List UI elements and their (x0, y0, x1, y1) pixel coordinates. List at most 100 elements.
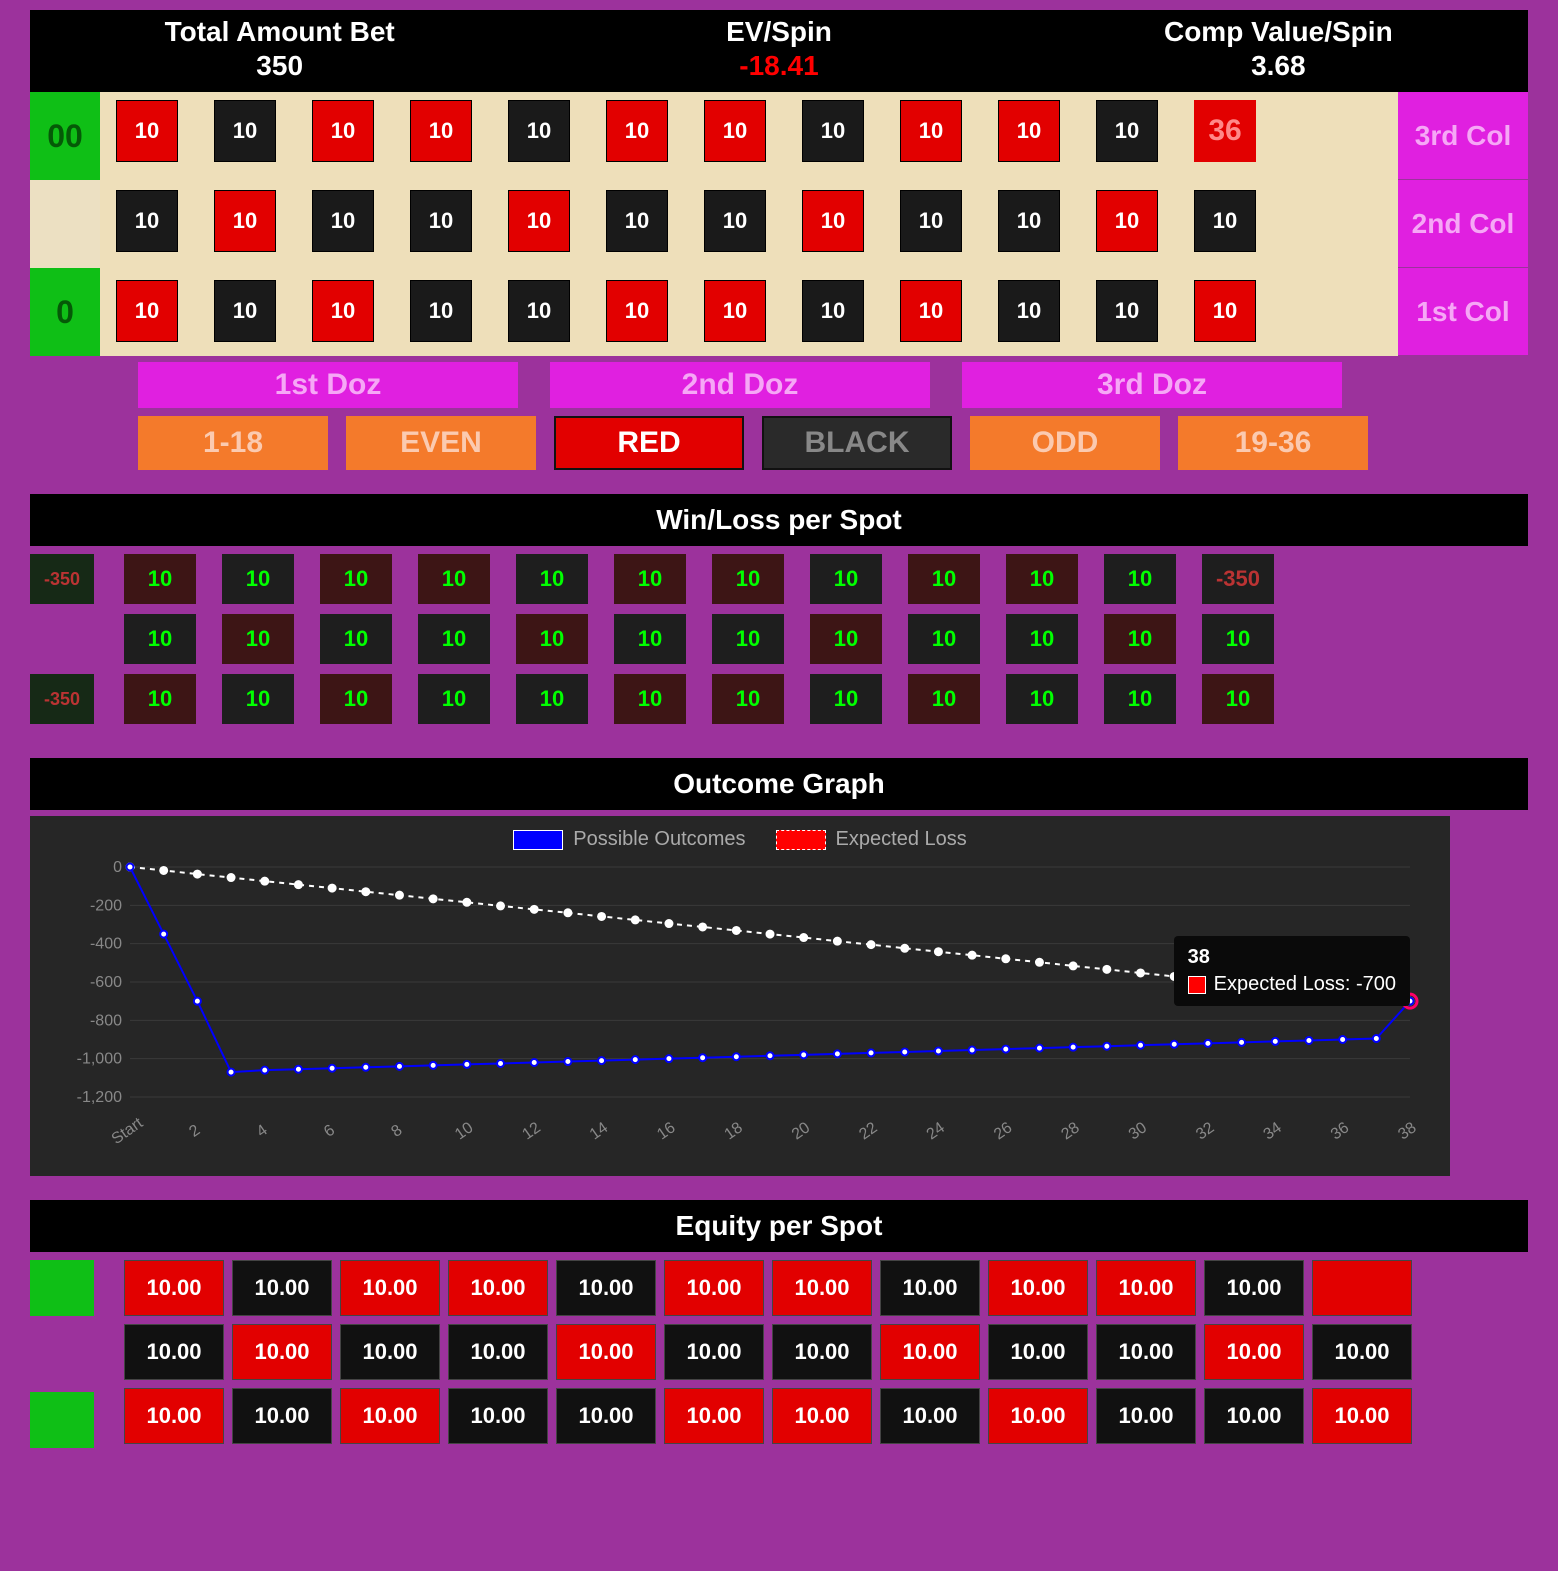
outside-bet-even[interactable]: EVEN (346, 416, 536, 470)
bet-cell[interactable]: 10 (802, 280, 864, 342)
bet-cell[interactable]: 10 (998, 190, 1060, 252)
col-bet-1[interactable]: 1st Col (1398, 268, 1528, 355)
equity-cell: 10.00 (1096, 1388, 1196, 1444)
col-bet-2[interactable]: 2nd Col (1398, 180, 1528, 267)
winloss-cell: 10 (124, 614, 196, 664)
ev-label: EV/Spin (529, 16, 1028, 48)
bet-cell[interactable]: 10 (214, 100, 276, 162)
equity-cell: 10.00 (1096, 1324, 1196, 1380)
legend-expected[interactable]: Expected Loss (776, 828, 967, 851)
bet-cell[interactable]: 10 (508, 190, 570, 252)
winloss-cell: 10 (516, 674, 588, 724)
bet-cell[interactable]: 10 (606, 190, 668, 252)
equity-title: Equity per Spot (30, 1200, 1528, 1252)
outside-bet-black[interactable]: BLACK (762, 416, 952, 470)
bet-cell[interactable]: 10 (606, 280, 668, 342)
svg-text:38: 38 (1395, 1119, 1419, 1143)
equity-cell: 10.00 (664, 1260, 764, 1316)
winloss-cell: 10 (1006, 554, 1078, 604)
equity-cell: 10.00 (340, 1324, 440, 1380)
bet-cell[interactable]: 10 (410, 100, 472, 162)
equity-row-3: 10.0010.0010.0010.0010.0010.0010.0010.00… (124, 1260, 1528, 1316)
bet-cell[interactable]: 10 (214, 280, 276, 342)
equity-cell: 10.00 (124, 1388, 224, 1444)
dozen-1[interactable]: 1st Doz (138, 362, 518, 408)
bet-cell[interactable]: 10 (312, 280, 374, 342)
equity-cell: 10.00 (664, 1388, 764, 1444)
equity-cell: 10.00 (340, 1388, 440, 1444)
svg-text:14: 14 (587, 1119, 611, 1143)
bet-cell[interactable]: 10 (1096, 100, 1158, 162)
roulette-board: 00 0 101010101010101010101036 1010101010… (30, 92, 1528, 356)
equity-row-1: 10.0010.0010.0010.0010.0010.0010.0010.00… (124, 1388, 1528, 1444)
winloss-zero-spacer (30, 614, 94, 664)
outside-bets-row: 1-18 EVEN RED BLACK ODD 19-36 (30, 416, 1528, 470)
bet-cell[interactable]: 10 (410, 280, 472, 342)
winloss-cell: 10 (124, 554, 196, 604)
winloss-cell: 10 (614, 554, 686, 604)
double-zero-cell[interactable]: 00 (30, 92, 100, 180)
svg-text:30: 30 (1126, 1119, 1150, 1143)
equity-zero-0[interactable] (30, 1392, 94, 1448)
bet-cell[interactable]: 10 (116, 280, 178, 342)
svg-text:-1,200: -1,200 (77, 1089, 122, 1106)
bet-cell[interactable]: 10 (1096, 280, 1158, 342)
winloss-zero-00: -350 (30, 554, 94, 604)
svg-text:10: 10 (452, 1119, 476, 1143)
bet-cell[interactable]: 10 (1194, 190, 1256, 252)
svg-text:2: 2 (186, 1122, 203, 1141)
chart-legend: Possible Outcomes Expected Loss (50, 828, 1430, 851)
winloss-cell: 10 (320, 614, 392, 664)
winloss-cell: 10 (712, 674, 784, 724)
bet-cell[interactable]: 10 (1194, 280, 1256, 342)
zero-spacer (30, 180, 100, 268)
bet-cell[interactable]: 10 (116, 100, 178, 162)
outside-bet-red[interactable]: RED (554, 416, 744, 470)
single-zero-cell[interactable]: 0 (30, 268, 100, 356)
equity-cell: 10.00 (556, 1260, 656, 1316)
bet-cell[interactable]: 10 (508, 100, 570, 162)
bet-cell[interactable]: 10 (312, 100, 374, 162)
cell-36[interactable]: 36 (1194, 100, 1256, 162)
svg-text:4: 4 (254, 1122, 271, 1141)
outside-bet-odd[interactable]: ODD (970, 416, 1160, 470)
legend-possible[interactable]: Possible Outcomes (513, 828, 745, 851)
dozen-2[interactable]: 2nd Doz (550, 362, 930, 408)
winloss-cell: 10 (614, 614, 686, 664)
outside-bet-1-18[interactable]: 1-18 (138, 416, 328, 470)
equity-section: 10.0010.0010.0010.0010.0010.0010.0010.00… (30, 1260, 1528, 1452)
winloss-cell: 10 (516, 614, 588, 664)
bet-cell[interactable]: 10 (116, 190, 178, 252)
bet-cell[interactable]: 10 (508, 280, 570, 342)
bet-cell[interactable]: 10 (998, 100, 1060, 162)
col-bet-3[interactable]: 3rd Col (1398, 92, 1528, 179)
bet-cell[interactable]: 10 (704, 280, 766, 342)
bet-cell[interactable]: 10 (900, 280, 962, 342)
svg-text:6: 6 (321, 1122, 338, 1141)
winloss-cell: 10 (418, 674, 490, 724)
bet-cell[interactable]: 10 (704, 190, 766, 252)
bet-cell[interactable]: 10 (410, 190, 472, 252)
equity-cell: 10.00 (772, 1260, 872, 1316)
bet-cell[interactable]: 10 (900, 190, 962, 252)
bet-cell[interactable]: 10 (312, 190, 374, 252)
winloss-cell: 10 (320, 554, 392, 604)
bet-cell[interactable]: 10 (900, 100, 962, 162)
winloss-cell: 10 (908, 614, 980, 664)
bet-cell[interactable]: 10 (802, 100, 864, 162)
winloss-cell: 10 (222, 554, 294, 604)
outside-bet-19-36[interactable]: 19-36 (1178, 416, 1368, 470)
bet-cell[interactable]: 10 (1096, 190, 1158, 252)
equity-zero-00[interactable] (30, 1260, 94, 1316)
equity-cell: 10.00 (232, 1260, 332, 1316)
dozen-3[interactable]: 3rd Doz (962, 362, 1342, 408)
bet-cell[interactable]: 10 (998, 280, 1060, 342)
number-grid: 10 10 10 10 10 10 10 10 10 10 10 36 10 10 10 10 10 10 10 1… (100, 92, 1398, 356)
tooltip-text: Expected Loss: -700 (1214, 973, 1396, 996)
bet-cell[interactable]: 10 (214, 190, 276, 252)
bet-cell[interactable]: 10 (606, 100, 668, 162)
bet-cell[interactable]: 10 (704, 100, 766, 162)
total-bet-label: Total Amount Bet (30, 16, 529, 48)
bet-cell[interactable]: 10 (802, 190, 864, 252)
equity-cell: 10.00 (772, 1324, 872, 1380)
